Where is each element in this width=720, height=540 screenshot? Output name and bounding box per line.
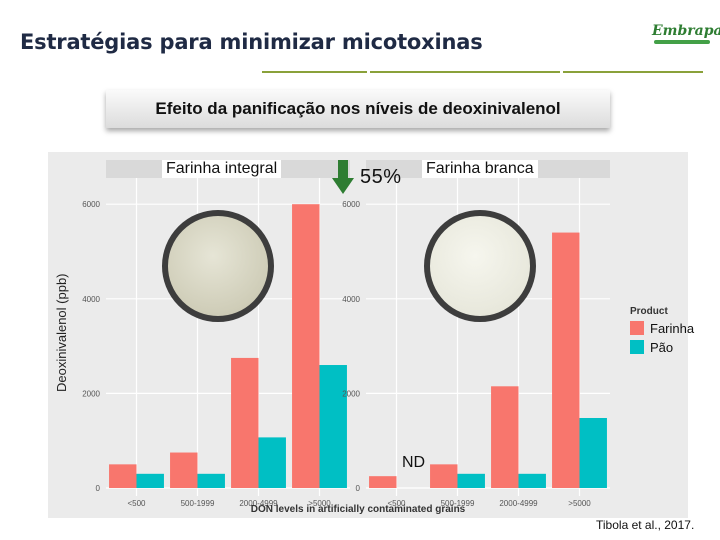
y-tick-label: 0 bbox=[96, 484, 101, 493]
flour-plate-branca-image bbox=[424, 210, 536, 322]
bar-farinha bbox=[170, 452, 198, 488]
bar-po bbox=[319, 365, 347, 488]
bar-farinha bbox=[491, 386, 519, 488]
logo-swoosh-icon bbox=[654, 40, 710, 44]
chart-legend: Product Farinha Pão bbox=[630, 306, 710, 355]
y-tick-label: 6000 bbox=[342, 200, 360, 209]
bar-po bbox=[457, 473, 485, 488]
reduction-percentage: 55% bbox=[360, 166, 402, 188]
bar-farinha bbox=[292, 204, 320, 488]
legend-item-pao: Pão bbox=[630, 339, 710, 355]
y-tick-label: 4000 bbox=[82, 295, 100, 304]
title-rule-segment bbox=[563, 71, 703, 73]
bar-farinha bbox=[369, 476, 397, 488]
legend-item-farinha: Farinha bbox=[630, 320, 710, 336]
y-tick-label: 2000 bbox=[342, 389, 360, 398]
y-tick-label: 6000 bbox=[82, 200, 100, 209]
y-axis-label: Deoxinivalenol (ppb) bbox=[54, 273, 69, 392]
flour-plate-integral-image bbox=[162, 210, 274, 322]
bar-farinha bbox=[430, 464, 458, 488]
x-tick-label: >5000 bbox=[568, 499, 591, 508]
y-tick-label: 4000 bbox=[342, 295, 360, 304]
bar-po bbox=[518, 473, 546, 488]
panel-label-branca: Farinha branca bbox=[422, 160, 538, 178]
x-axis-label: DON levels in artificially contaminated … bbox=[251, 504, 466, 515]
logo-text: Embrapa bbox=[652, 23, 720, 39]
bar-po bbox=[258, 437, 286, 488]
x-tick-label: 500-1999 bbox=[441, 499, 475, 508]
x-tick-label: 500-1999 bbox=[181, 499, 215, 508]
x-tick-label: 2000-4999 bbox=[499, 499, 538, 508]
subtitle-banner: Efeito da panificação nos níveis de deox… bbox=[106, 90, 610, 128]
bar-chart: <500 500-1999 2000-4999 >5000 0 2000 4000 6000 <… bbox=[82, 160, 610, 515]
embrapa-logo: Embrapa bbox=[652, 20, 720, 50]
title-rule-segment bbox=[262, 71, 367, 73]
y-tick-label: 2000 bbox=[82, 389, 100, 398]
x-tick-label: <500 bbox=[387, 499, 406, 508]
slide-title: Estratégias para minimizar micotoxinas bbox=[20, 30, 483, 54]
bar-farinha bbox=[552, 232, 580, 488]
legend-swatch bbox=[630, 321, 644, 335]
y-tick-label: 0 bbox=[356, 484, 361, 493]
x-tick-label: >5000 bbox=[308, 499, 331, 508]
bar-farinha bbox=[109, 464, 137, 488]
bar-farinha bbox=[231, 357, 259, 488]
title-rule-segment bbox=[370, 71, 560, 73]
legend-title: Product bbox=[630, 306, 668, 317]
bar-po bbox=[136, 473, 164, 488]
legend-label: Pão bbox=[650, 339, 674, 355]
x-tick-label: 2000-4999 bbox=[239, 499, 278, 508]
legend-label: Farinha bbox=[650, 320, 695, 336]
x-tick-label: <500 bbox=[127, 499, 146, 508]
panel-label-integral: Farinha integral bbox=[162, 160, 282, 178]
bar-po bbox=[579, 417, 607, 488]
citation: Tibola et al., 2017. bbox=[596, 518, 695, 532]
down-arrow-icon bbox=[332, 160, 354, 194]
legend-swatch bbox=[630, 340, 644, 354]
bar-po bbox=[197, 473, 225, 488]
not-detected-label: ND bbox=[402, 454, 426, 471]
